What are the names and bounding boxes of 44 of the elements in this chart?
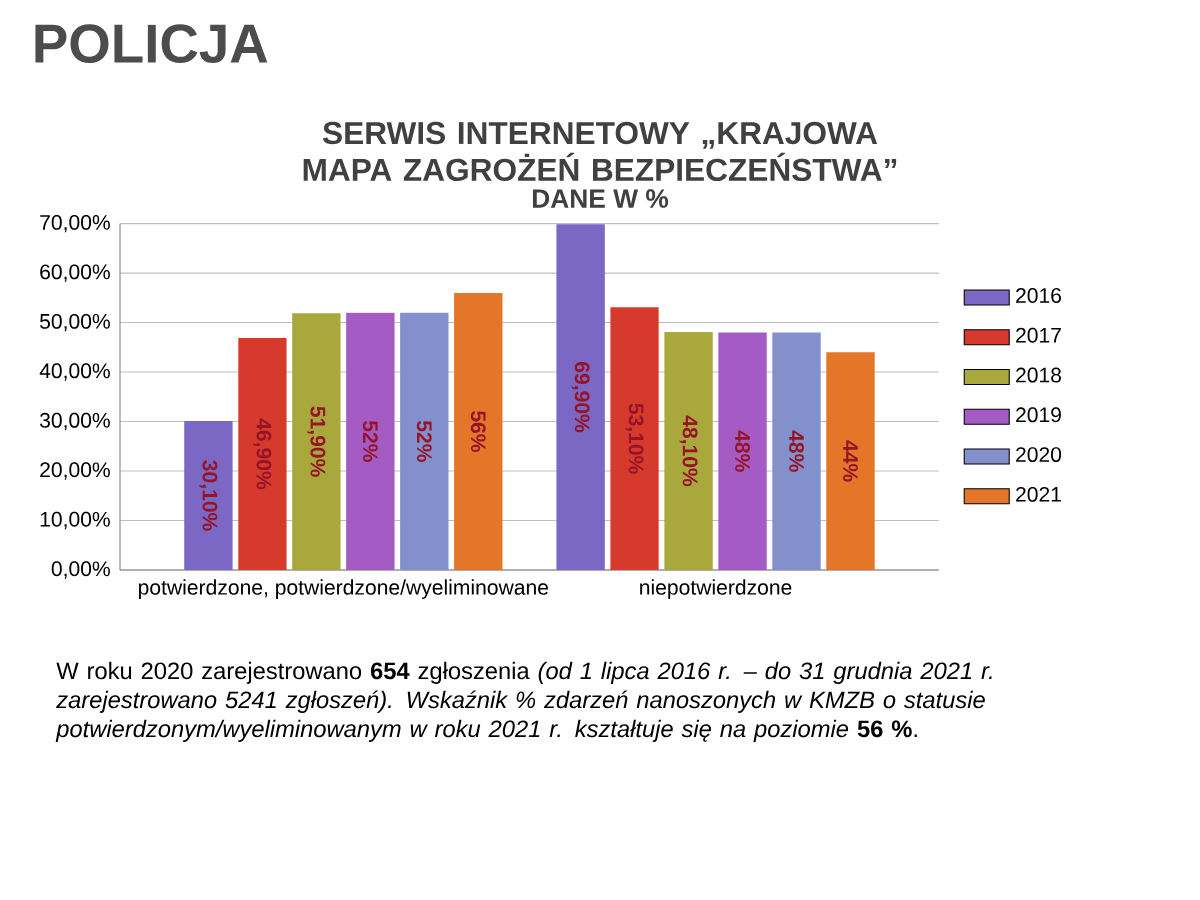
y-tick-label: 50,00% bbox=[40, 313, 110, 332]
bar bbox=[610, 307, 659, 570]
data-label: 48% bbox=[789, 430, 804, 472]
y-tick-label: 20,00% bbox=[40, 462, 110, 480]
y-tick-label: 60,00% bbox=[40, 264, 110, 282]
bar bbox=[772, 332, 821, 570]
bar bbox=[664, 332, 713, 570]
legend-label: 2021 bbox=[1016, 486, 1061, 502]
legend-label: 2017 bbox=[1016, 327, 1061, 343]
bar bbox=[238, 337, 287, 570]
data-label: 53,10% bbox=[625, 403, 644, 474]
bar bbox=[454, 292, 503, 570]
legend-label: 2019 bbox=[1016, 407, 1061, 423]
bar bbox=[400, 312, 449, 570]
y-tick-label: 10,00% bbox=[40, 511, 110, 530]
data-label: 51,90% bbox=[307, 406, 326, 477]
legend-label: 2016 bbox=[1016, 288, 1061, 303]
bar bbox=[556, 224, 605, 570]
x-tick-label: niepotwierdzone bbox=[640, 579, 792, 599]
legend-label: 2018 bbox=[1016, 367, 1061, 383]
chart-title: SERWIS INTERNETOWY „KRAJOWA MAPA ZAGROŻEŃ BEZPIECZEŃSTWA” bbox=[303, 121, 897, 182]
chart-subtitle: DANE W % bbox=[532, 189, 669, 208]
legend-label: 2020 bbox=[1016, 447, 1062, 463]
y-tick-label: 0,00% bbox=[51, 561, 110, 579]
data-label: 48% bbox=[735, 430, 750, 472]
y-tick-label: 70,00% bbox=[40, 214, 110, 233]
text: POLICJA bbox=[35, 24, 268, 64]
data-label: 48,10% bbox=[679, 415, 698, 487]
bar bbox=[184, 421, 233, 570]
data-label: 69,90% bbox=[571, 362, 590, 433]
text: W roku 2020 zarejestrowano 654 zgłoszenia (od 1 lipca 2016 r. – do 31 grudnia 2021 r. zarejestrowano 5241 zgłoszeń). Wskaźnik % zdarzeń nanoszonych w KMZB o statusie potwierdzonym/wyeliminowanym w roku 2021 r. kształtuje się na poziomie 56 %. bbox=[55, 661, 992, 742]
bar bbox=[346, 312, 395, 570]
bar bbox=[292, 313, 341, 570]
y-tick-label: 30,00% bbox=[39, 412, 110, 431]
data-label: 52% bbox=[362, 420, 378, 462]
data-label: 30,10% bbox=[199, 460, 218, 531]
bar bbox=[826, 352, 875, 570]
data-label: 56% bbox=[470, 411, 486, 452]
data-label: 52% bbox=[416, 420, 432, 462]
bar bbox=[718, 332, 767, 570]
data-label: 44% bbox=[843, 440, 858, 482]
data-label: 46,90% bbox=[253, 418, 272, 490]
x-tick-label: potwierdzone, potwierdzone/wyeliminowane bbox=[138, 579, 549, 599]
y-tick-label: 40,00% bbox=[39, 363, 110, 381]
